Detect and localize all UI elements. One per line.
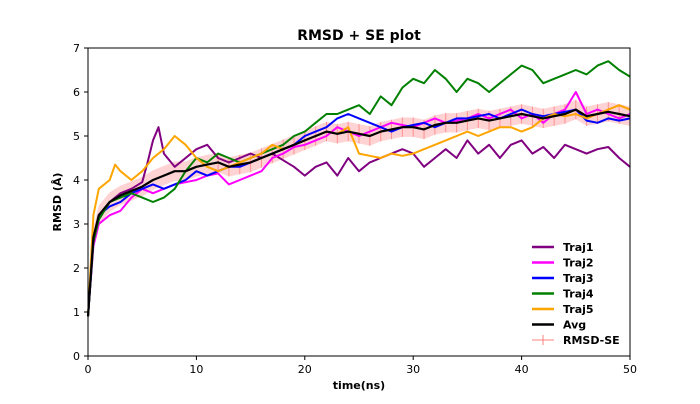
legend-label-traj4: Traj4	[563, 288, 594, 301]
series-line-traj3	[87, 108, 631, 317]
tick-layer: 0 10 20 30 40 50 0 1 2 3 4 5 6 7	[73, 42, 637, 376]
legend-label-traj5: Traj5	[563, 303, 594, 316]
series-line-traj5	[87, 104, 631, 317]
y-axis-label: RMSD (Å)	[51, 173, 64, 232]
series-line-avg	[86, 108, 631, 317]
y-tick-label: 4	[73, 174, 80, 187]
series-layer	[86, 60, 631, 317]
series-line-traj4	[87, 60, 631, 317]
y-tick-label: 7	[73, 42, 80, 55]
legend-label-rmsd-se: RMSD-SE	[563, 334, 620, 347]
y-tick-label: 2	[73, 262, 80, 275]
chart-title: RMSD + SE plot	[297, 28, 421, 44]
legend-label-traj1: Traj1	[563, 241, 594, 254]
y-tick-label: 5	[73, 130, 80, 143]
legend-label-traj2: Traj2	[563, 257, 594, 270]
x-tick-label: 30	[406, 363, 420, 376]
series-line-traj1	[87, 126, 631, 317]
x-tick-label: 40	[515, 363, 529, 376]
y-tick-label: 6	[73, 86, 80, 99]
plot-frame	[87, 47, 631, 357]
x-tick-label: 0	[85, 363, 92, 376]
x-tick-label: 50	[623, 363, 637, 376]
x-tick-label: 20	[298, 363, 312, 376]
y-tick-label: 1	[73, 306, 80, 319]
legend-label-traj3: Traj3	[563, 272, 594, 285]
legend: Traj1 Traj2 Traj3 Traj4 Traj5 Avg RMSD-SE	[532, 241, 620, 347]
y-tick-label: 0	[73, 350, 80, 363]
legend-label-avg: Avg	[563, 319, 586, 332]
y-tick-label: 3	[73, 218, 80, 231]
x-axis-label: time(ns)	[333, 379, 385, 392]
x-tick-label: 10	[189, 363, 203, 376]
